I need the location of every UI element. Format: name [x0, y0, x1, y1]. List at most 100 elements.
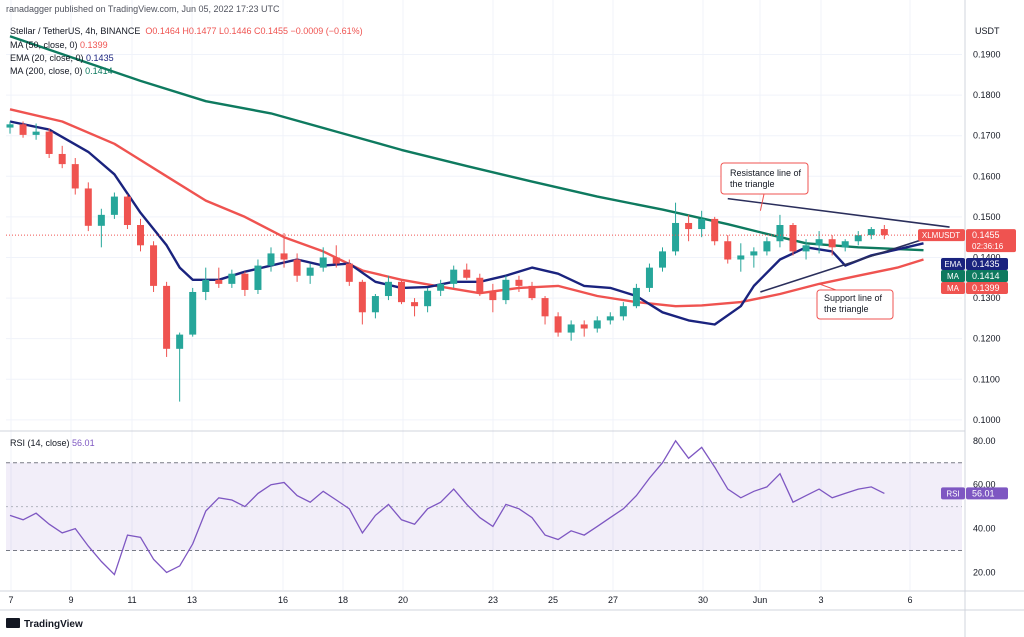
candle[interactable] — [828, 235, 836, 256]
candle[interactable] — [371, 294, 379, 319]
candle[interactable] — [580, 320, 588, 337]
candle[interactable] — [293, 253, 301, 282]
candle[interactable] — [110, 192, 118, 219]
candle[interactable] — [71, 158, 79, 195]
candle[interactable] — [19, 121, 27, 138]
candle[interactable] — [567, 320, 575, 341]
candle[interactable] — [411, 298, 419, 317]
candle[interactable] — [698, 210, 706, 238]
candle[interactable] — [554, 312, 562, 337]
candle-body — [228, 273, 236, 284]
candle[interactable] — [384, 275, 392, 301]
candle[interactable] — [163, 281, 171, 357]
candle-body — [672, 222, 680, 252]
rsi-line[interactable] — [9, 439, 885, 576]
candle[interactable] — [32, 123, 40, 140]
candle[interactable] — [202, 267, 210, 301]
candle[interactable] — [776, 214, 784, 248]
candle[interactable] — [345, 259, 353, 286]
candle[interactable] — [332, 245, 340, 268]
candle[interactable] — [489, 283, 497, 313]
candle[interactable] — [593, 316, 601, 333]
candle[interactable] — [45, 128, 53, 159]
candle[interactable] — [606, 312, 614, 325]
candle[interactable] — [176, 332, 184, 402]
candle[interactable] — [280, 233, 288, 268]
candle[interactable] — [619, 302, 627, 321]
candle[interactable] — [802, 239, 810, 260]
candle-body — [828, 239, 836, 248]
candle[interactable] — [189, 287, 197, 337]
candle[interactable] — [659, 247, 666, 272]
candle[interactable] — [841, 239, 849, 252]
resistance-trendline[interactable] — [727, 197, 950, 228]
support-annotation-text: Support line of — [824, 293, 883, 303]
candle[interactable] — [789, 222, 797, 256]
candle[interactable] — [463, 263, 471, 280]
candle[interactable] — [867, 227, 875, 240]
candle-body — [6, 124, 14, 128]
legend-rsi[interactable]: RSI (14, close) 56.01 — [10, 438, 95, 448]
ma-line-2 — [9, 120, 924, 326]
candle[interactable] — [672, 202, 680, 256]
support-trendline[interactable] — [760, 238, 924, 293]
candle[interactable] — [137, 218, 144, 252]
legend-ma50[interactable]: MA (50, close, 0) 0.1399 — [10, 40, 108, 50]
candle-body — [45, 131, 53, 154]
indicator-tag-value: 0.1435 — [972, 259, 1000, 269]
ma50-name: MA (50, close, 0) — [10, 40, 78, 50]
candle[interactable] — [319, 247, 327, 272]
time-tick-label: 9 — [68, 595, 73, 605]
candle[interactable] — [541, 296, 549, 325]
candle[interactable] — [450, 265, 458, 288]
candle-body — [632, 287, 640, 307]
candle[interactable] — [254, 259, 262, 295]
candle[interactable] — [880, 225, 888, 240]
candle[interactable] — [750, 247, 758, 268]
candle[interactable] — [528, 281, 536, 301]
candle[interactable] — [228, 269, 236, 288]
candle[interactable] — [737, 243, 745, 272]
legend-ema20[interactable]: EMA (20, close, 0) 0.1435 — [10, 53, 114, 63]
candle[interactable] — [854, 231, 862, 246]
candle[interactable] — [84, 182, 92, 232]
indicator-price-tag[interactable]: EMA 0.1435 — [941, 258, 1008, 270]
candle[interactable] — [424, 287, 432, 313]
candle[interactable] — [358, 279, 366, 325]
candle[interactable] — [645, 263, 653, 292]
candle[interactable] — [398, 279, 405, 305]
candle[interactable] — [97, 208, 105, 248]
rsi-tag-name: RSI — [946, 489, 959, 498]
candle[interactable] — [502, 275, 510, 305]
rsi-price-tag[interactable]: RSI 56.01 — [941, 487, 1008, 500]
candle[interactable] — [267, 247, 275, 272]
symbol-legend[interactable]: Stellar / TetherUS, 4h, BINANCE O0.1464 … — [10, 26, 363, 36]
candle[interactable] — [241, 271, 249, 297]
rsi-pane[interactable] — [6, 439, 962, 576]
candle[interactable] — [711, 216, 719, 246]
candle[interactable] — [123, 194, 131, 230]
candle[interactable] — [724, 235, 732, 264]
last-price-badge[interactable]: XLMUSDT 0.1455 02:36:16 — [918, 229, 1016, 253]
indicator-price-tag[interactable]: MA 0.1414 — [941, 270, 1008, 282]
candle[interactable] — [763, 237, 771, 256]
candle[interactable] — [150, 241, 158, 292]
candle[interactable] — [437, 279, 445, 297]
candle[interactable] — [215, 267, 223, 288]
resistance-annotation-box — [720, 162, 809, 195]
candle-body — [659, 251, 666, 268]
candle[interactable] — [6, 121, 14, 134]
tradingview-logo[interactable]: TradingView — [6, 618, 83, 630]
candle[interactable] — [685, 214, 693, 242]
candle[interactable] — [476, 273, 484, 297]
candle[interactable] — [58, 145, 66, 169]
candle[interactable] — [515, 275, 523, 292]
candle[interactable] — [632, 283, 640, 309]
legend-ma200[interactable]: MA (200, close, 0) 0.1414 — [10, 66, 113, 76]
candle[interactable] — [306, 263, 314, 284]
indicator-price-tag[interactable]: MA 0.1399 — [941, 282, 1008, 294]
